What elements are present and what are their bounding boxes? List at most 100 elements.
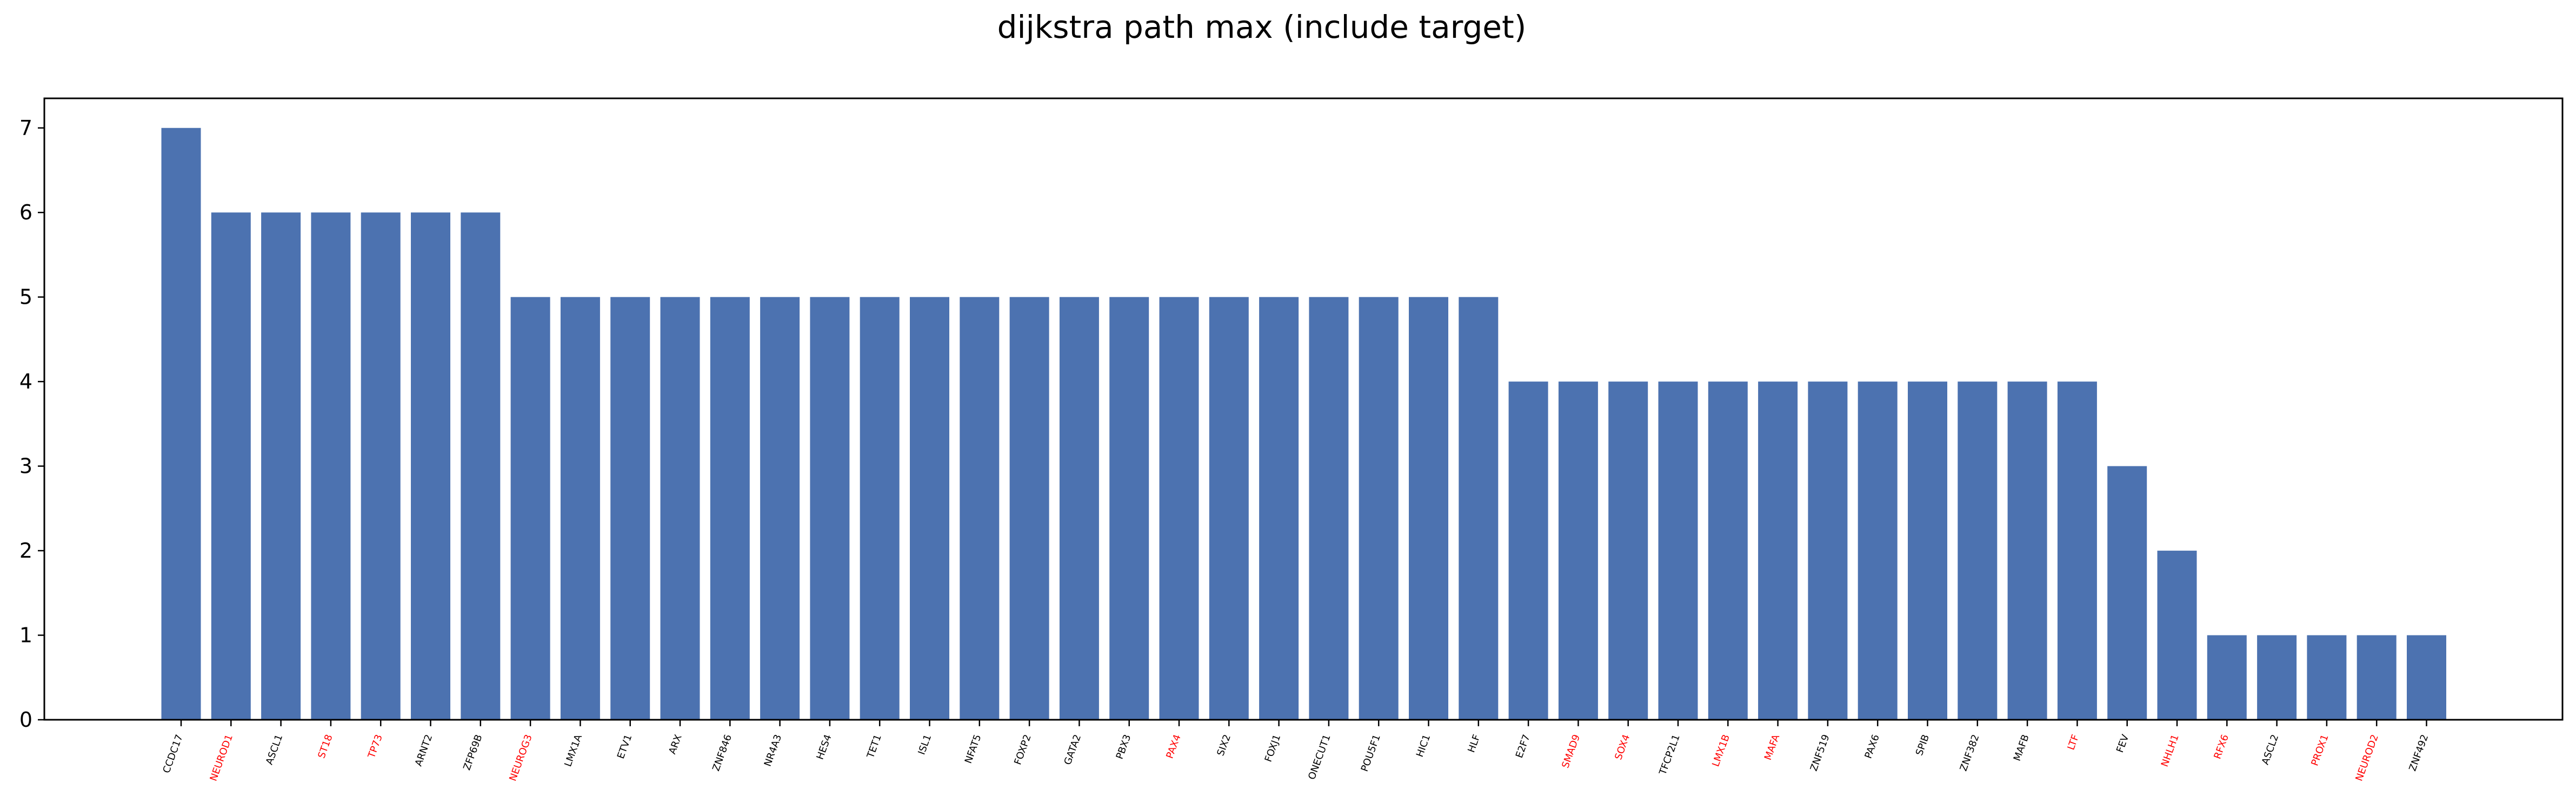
x-tick-label: ZNF846: [710, 733, 734, 773]
bar-mafa: [1758, 381, 1798, 720]
bar-ascl2: [2257, 635, 2297, 720]
x-tick-label: GATA2: [1062, 733, 1083, 767]
x-tick-label: SMAD9: [1560, 733, 1582, 770]
x-tick-label: CCDC17: [161, 733, 185, 775]
y-tick-label: 5: [19, 285, 32, 309]
x-tick-label: FEV: [2114, 733, 2132, 754]
bar-six2: [1209, 297, 1249, 720]
y-tick-label: 1: [19, 624, 32, 647]
x-tick-label: HIC1: [1414, 733, 1433, 759]
bar-ccdc17: [161, 128, 201, 720]
x-tick-label: PAX6: [1862, 733, 1881, 760]
bar-e2f7: [1508, 381, 1548, 720]
bar-etv1: [610, 297, 650, 720]
x-tick-label: RFX6: [2212, 733, 2231, 761]
y-tick-label: 0: [19, 708, 32, 732]
x-tick-label: NEUROG3: [507, 733, 535, 783]
x-tick-label: TP73: [366, 733, 385, 760]
x-tick-label: LMX1B: [1710, 733, 1732, 768]
bar-lmx1a: [560, 297, 600, 720]
bar-zfp69b: [461, 212, 501, 720]
y-tick-label: 4: [19, 370, 32, 393]
x-tick-label: NR4A3: [762, 733, 784, 768]
bar-ltf: [2057, 381, 2097, 720]
bar-pax4: [1159, 297, 1199, 720]
x-tick-label: HES4: [815, 733, 834, 761]
x-tick-label: ARNT2: [413, 733, 435, 768]
bars-group: [161, 128, 2446, 720]
bar-sox4: [1608, 381, 1648, 720]
x-tick-label: NHLH1: [2159, 733, 2181, 768]
bar-tet1: [860, 297, 900, 720]
bar-lmx1b: [1708, 381, 1748, 720]
x-tick-label: ETV1: [615, 733, 635, 761]
bar-mafb: [2007, 381, 2047, 720]
x-tick-label: ASCL1: [264, 733, 285, 766]
y-tick-label: 3: [19, 454, 32, 478]
x-axis: CCDC17 NEUROD1 ASCL1 ST18 TP73 ARNT2 ZFP69B NEU…: [161, 720, 2431, 782]
bar-neurog3: [510, 297, 550, 720]
x-tick-label: TFCP2L1: [1657, 733, 1682, 777]
x-tick-label: ZNF492: [2407, 733, 2431, 773]
bar-neurod1: [211, 212, 251, 720]
x-tick-label: SPIB: [1914, 733, 1932, 758]
bar-tp73: [361, 212, 401, 720]
bar-znf519: [1808, 381, 1848, 720]
x-tick-label: PAX4: [1164, 733, 1183, 760]
x-tick-label: ZFP69B: [461, 733, 484, 772]
bar-pax6: [1858, 381, 1898, 720]
x-tick-label: NEUROD2: [2353, 733, 2381, 783]
bar-znf492: [2407, 635, 2446, 720]
x-tick-label: HLF: [1466, 733, 1482, 754]
x-tick-label: ASCL2: [2260, 733, 2281, 766]
bar-foxp2: [1009, 297, 1049, 720]
bar-neurod2: [2357, 635, 2397, 720]
x-tick-label: NFAT5: [963, 733, 984, 765]
bar-smad9: [1558, 381, 1598, 720]
bar-pou5f1: [1359, 297, 1399, 720]
bar-gata2: [1059, 297, 1099, 720]
x-tick-label: ZNF382: [1958, 733, 1982, 773]
x-tick-label: NEUROD1: [208, 733, 235, 783]
bar-isl1: [910, 297, 949, 720]
y-tick-label: 2: [19, 539, 32, 563]
x-tick-label: POU5F1: [1359, 733, 1383, 773]
x-tick-label: MAFA: [1762, 733, 1782, 762]
x-tick-label: ISL1: [916, 733, 934, 757]
x-tick-label: ONECUT1: [1306, 733, 1333, 781]
x-tick-label: PROX1: [2309, 733, 2331, 768]
y-tick-label: 7: [19, 116, 32, 140]
bar-nr4a3: [760, 297, 800, 720]
x-tick-label: ARX: [667, 733, 684, 756]
x-tick-label: TET1: [864, 733, 883, 760]
bar-hes4: [810, 297, 850, 720]
bar-fev: [2107, 466, 2147, 720]
x-tick-label: ST18: [316, 733, 335, 760]
bar-rfx6: [2207, 635, 2247, 720]
x-tick-label: FOXP2: [1012, 733, 1034, 767]
x-tick-label: LMX1A: [562, 733, 584, 768]
bar-foxj1: [1259, 297, 1299, 720]
y-tick-label: 6: [19, 200, 32, 224]
bar-znf382: [1958, 381, 1998, 720]
x-tick-label: LTF: [2065, 733, 2081, 752]
bar-onecut1: [1309, 297, 1349, 720]
bar-nhlh1: [2157, 551, 2197, 720]
bar-arx: [660, 297, 700, 720]
bar-tfcp2l1: [1658, 381, 1698, 720]
x-tick-label: PBX3: [1114, 733, 1134, 761]
y-axis: 0 1 2 3 4 5 6 7: [19, 116, 44, 732]
bar-hic1: [1409, 297, 1448, 720]
x-tick-label: MAFB: [2012, 733, 2032, 763]
bar-st18: [311, 212, 351, 720]
bar-arnt2: [411, 212, 450, 720]
bar-prox1: [2307, 635, 2347, 720]
bar-spib: [1908, 381, 1947, 720]
x-tick-label: ZNF519: [1808, 733, 1832, 773]
bar-hlf: [1459, 297, 1499, 720]
x-tick-label: SIX2: [1215, 733, 1233, 758]
x-tick-label: E2F7: [1514, 733, 1533, 760]
bar-znf846: [710, 297, 750, 720]
bar-pbx3: [1109, 297, 1149, 720]
